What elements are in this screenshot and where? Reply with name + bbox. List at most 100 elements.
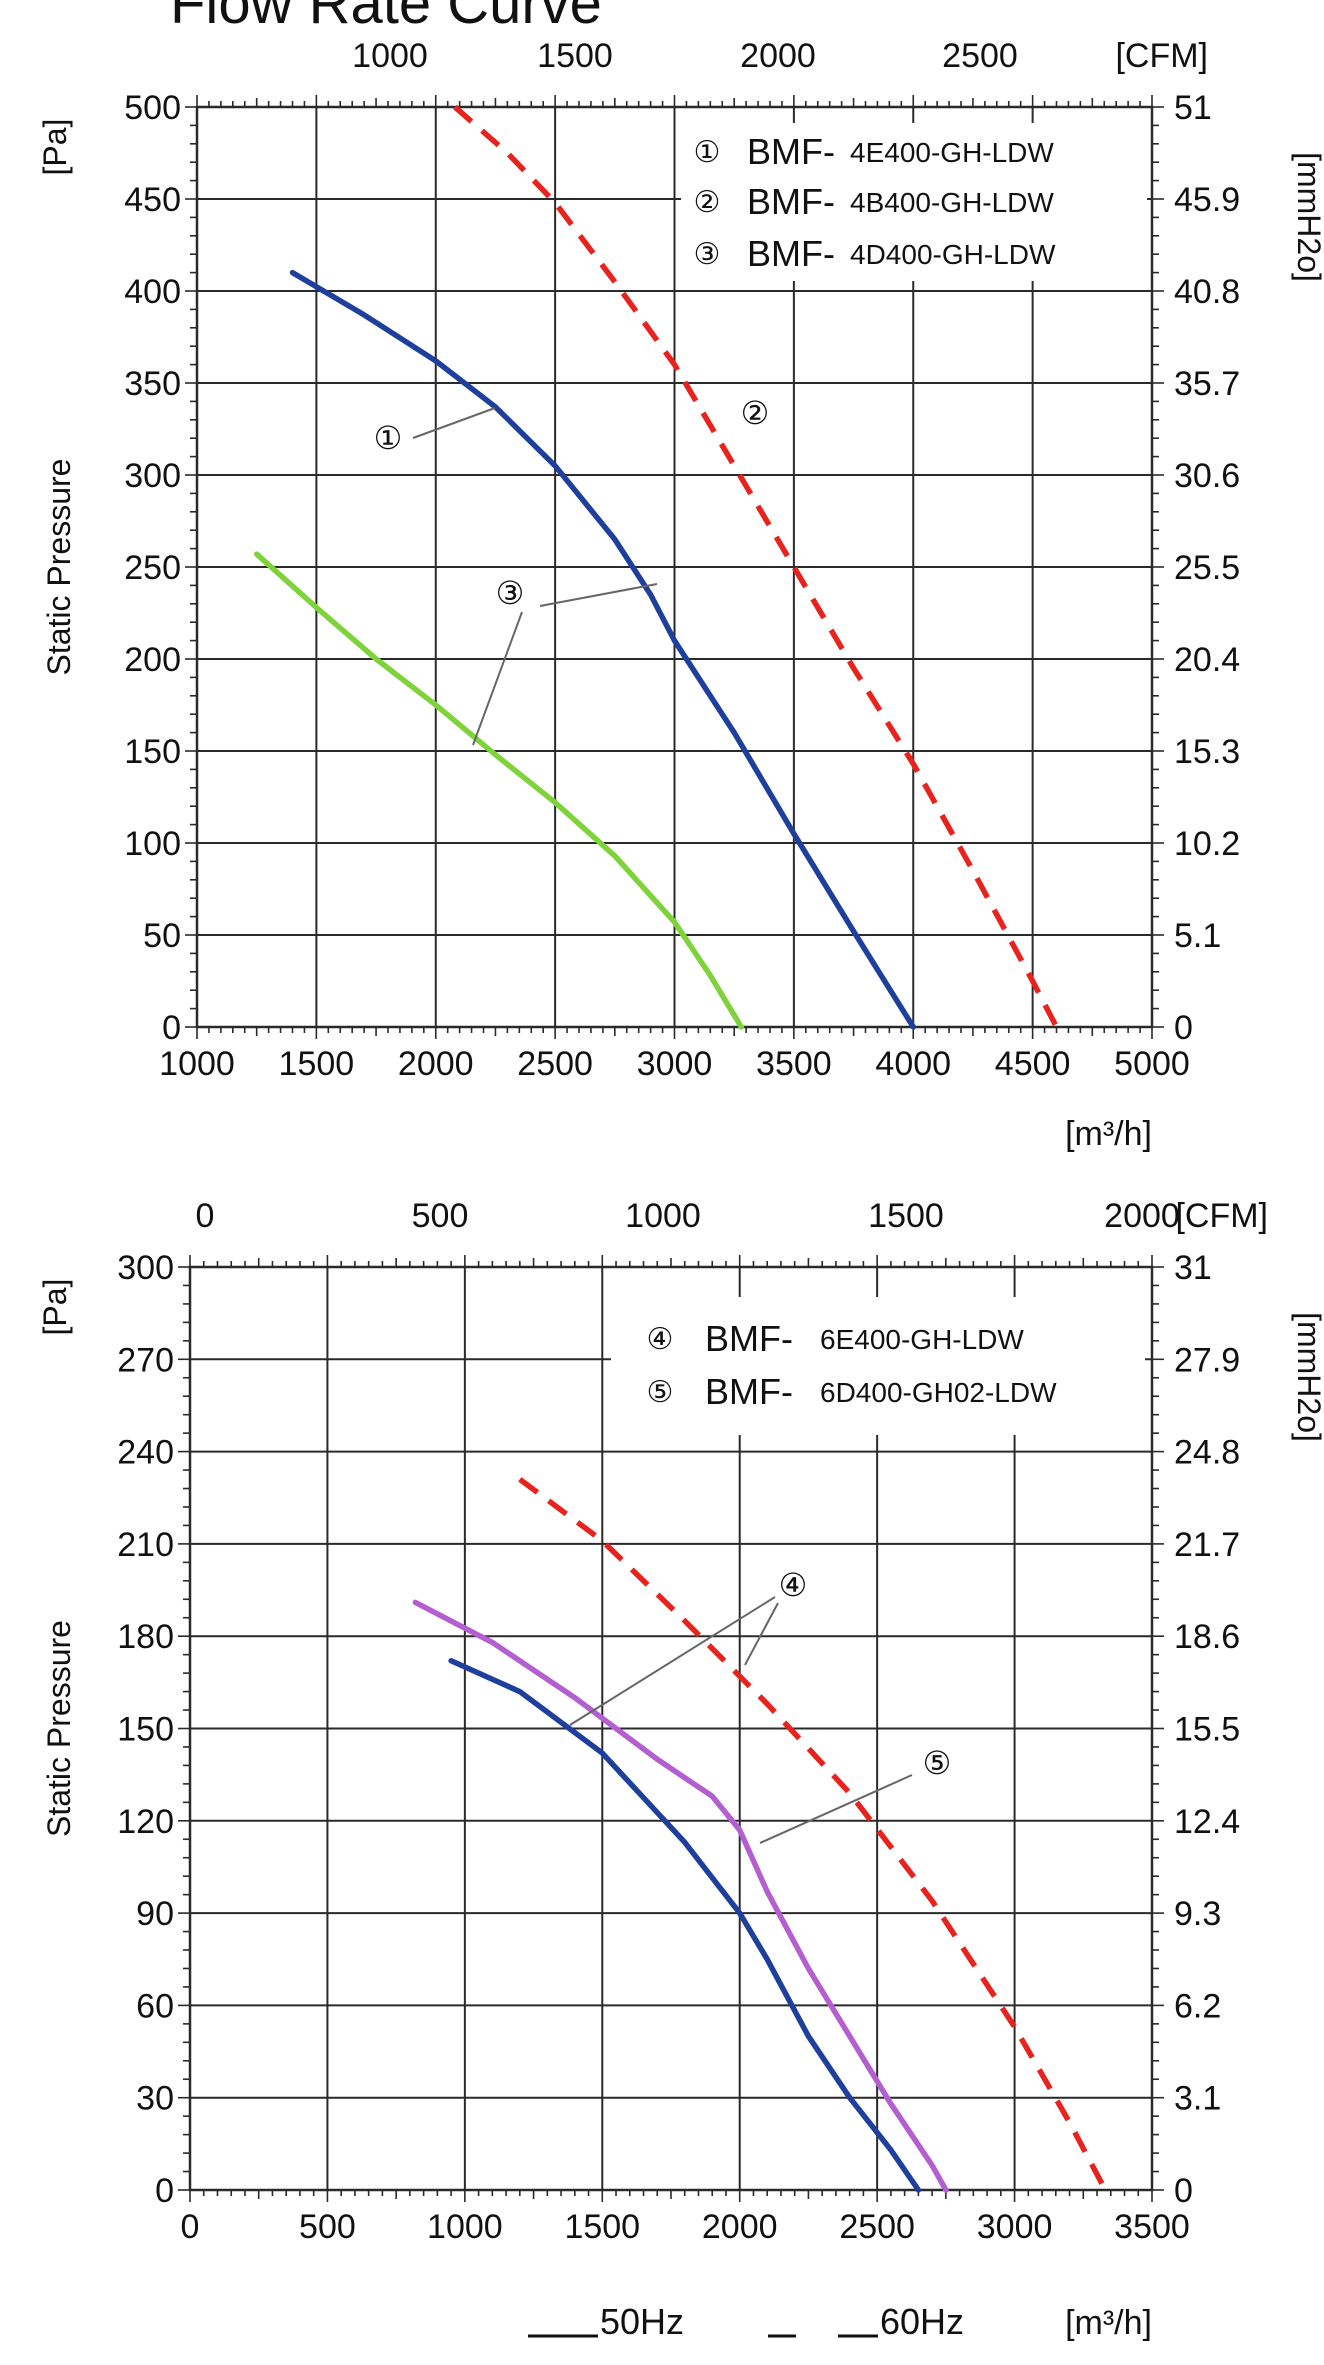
legend-marker: ③ [694, 238, 721, 271]
callout-leader [412, 407, 496, 439]
legend-marker: ⑤ [647, 1376, 674, 1409]
y-tick-label: 250 [124, 549, 181, 587]
callout-leader [759, 1774, 913, 1844]
right-tick-label: 24.8 [1174, 1434, 1240, 1472]
callout-marker: ⑤ [923, 1745, 952, 1781]
legend-model: 4B400-GH-LDW [850, 187, 1054, 218]
x-tick-label: 1000 [427, 2208, 503, 2246]
top-tick-label: 2000 [740, 37, 816, 75]
x-tick-label: 1500 [279, 1045, 355, 1083]
y-tick-label: 400 [124, 273, 181, 311]
legend-model: 6E400-GH-LDW [820, 1324, 1024, 1355]
page-title: Flow Rate Curve [170, 0, 602, 36]
y-unit-label: [Pa] [37, 119, 73, 176]
chart-panel-1: 1000 1500 2000 2500 3000 3500 4000 4500 50000501… [37, 37, 1324, 1153]
right-tick-label: 6.2 [1174, 1987, 1221, 2025]
x-tick-label: 2500 [517, 1045, 593, 1083]
x-tick-label: 0 [181, 2208, 200, 2246]
x-tick-label: 2000 [398, 1045, 474, 1083]
right-tick-label: 25.5 [1174, 549, 1240, 587]
callout-marker: ② [741, 395, 770, 431]
callout-bg [738, 396, 772, 430]
right-tick-label: 9.3 [1174, 1895, 1221, 1933]
legend-60hz-label: 60Hz [880, 2301, 964, 2342]
axis-ticks [185, 95, 1164, 1039]
top-tick-label: 0 [196, 1197, 215, 1235]
top-tick-label: 1500 [537, 37, 613, 75]
x-tick-label: 2000 [702, 2208, 778, 2246]
legend-box [681, 123, 1147, 281]
callout-marker: ③ [496, 575, 525, 611]
y-tick-label: 300 [117, 1249, 174, 1287]
legend-marker: ② [694, 186, 721, 219]
top-tick-label: 1500 [868, 1197, 944, 1235]
x-tick-label: 5000 [1114, 1045, 1190, 1083]
right-tick-label: 0 [1174, 2172, 1193, 2210]
right-tick-label: 15.3 [1174, 733, 1240, 771]
right-tick-label: 27.9 [1174, 1341, 1240, 1379]
chart-panel-2: 0 500 1000 1500 2000 2500 3000 3500030609012015… [37, 1197, 1324, 2246]
callout-marker: ① [374, 420, 403, 456]
top-tick-label: 500 [412, 1197, 469, 1235]
legend-prefix: BMF- [747, 181, 835, 222]
callout-leader [539, 583, 658, 607]
legend-marker: ④ [647, 1323, 674, 1356]
x-tick-label: 4500 [995, 1045, 1071, 1083]
legend-box [611, 1297, 1145, 1435]
y-tick-label: 0 [162, 1009, 181, 1047]
right-tick-label: 15.5 [1174, 1711, 1240, 1749]
x-tick-label: 1000 [159, 1045, 235, 1083]
right-tick-label: 21.7 [1174, 1526, 1240, 1564]
y-tick-label: 210 [117, 1526, 174, 1564]
x-tick-label: 3000 [977, 2208, 1053, 2246]
callout-leader [744, 1602, 779, 1666]
legend-prefix: BMF- [705, 1371, 793, 1412]
right-tick-label: 12.4 [1174, 1803, 1240, 1841]
y-tick-label: 240 [117, 1434, 174, 1472]
y-axis-title: Static Pressure [41, 1620, 77, 1837]
y-tick-label: 30 [136, 2080, 174, 2118]
legend-prefix: BMF- [747, 233, 835, 274]
legend-prefix: BMF- [747, 131, 835, 172]
y-tick-label: 0 [155, 2172, 174, 2210]
right-tick-label: 0 [1174, 1009, 1193, 1047]
x-tick-label: 3500 [1114, 2208, 1190, 2246]
right-unit-label: [mmH2o] [1291, 152, 1324, 282]
series-line-②-60Hz [453, 104, 1059, 1029]
callout-bg [920, 1746, 954, 1780]
series-line-⑤-60Hz [518, 1477, 1108, 2192]
y-tick-label: 450 [124, 181, 181, 219]
y-tick-label: 120 [117, 1803, 174, 1841]
y-tick-label: 350 [124, 365, 181, 403]
series-line-①-50Hz [289, 269, 917, 1030]
callout-leader [569, 1596, 776, 1726]
x-tick-label: 1500 [564, 2208, 640, 2246]
y-tick-label: 60 [136, 1987, 174, 2025]
right-tick-label: 10.2 [1174, 825, 1240, 863]
right-tick-label: 40.8 [1174, 273, 1240, 311]
legend-model: 4E400-GH-LDW [850, 137, 1054, 168]
legend-50hz-label: 50Hz [600, 2301, 684, 2342]
legend-marker: ① [694, 136, 721, 169]
x-tick-label: 3500 [756, 1045, 832, 1083]
right-tick-label: 51 [1174, 89, 1212, 127]
y-tick-label: 100 [124, 825, 181, 863]
right-tick-label: 45.9 [1174, 181, 1240, 219]
callout-leader [472, 611, 523, 746]
footer-legend: 50Hz 60Hz [m³/h] [528, 2301, 1152, 2342]
top-tick-label: 2000 [1104, 1197, 1180, 1235]
top-unit-label: [CFM] [1115, 37, 1208, 75]
top-tick-label: 1000 [352, 37, 428, 75]
right-tick-label: 31 [1174, 1249, 1212, 1287]
callout-marker: ④ [779, 1567, 808, 1603]
y-tick-label: 180 [117, 1618, 174, 1656]
series-line-③-50Hz [253, 551, 745, 1030]
top-tick-label: 2500 [942, 37, 1018, 75]
right-tick-label: 18.6 [1174, 1618, 1240, 1656]
y-unit-label: [Pa] [37, 1279, 73, 1336]
y-tick-label: 90 [136, 1895, 174, 1933]
y-axis-title: Static Pressure [41, 459, 77, 676]
x-tick-label: 500 [299, 2208, 356, 2246]
legend-prefix: BMF- [705, 1318, 793, 1359]
